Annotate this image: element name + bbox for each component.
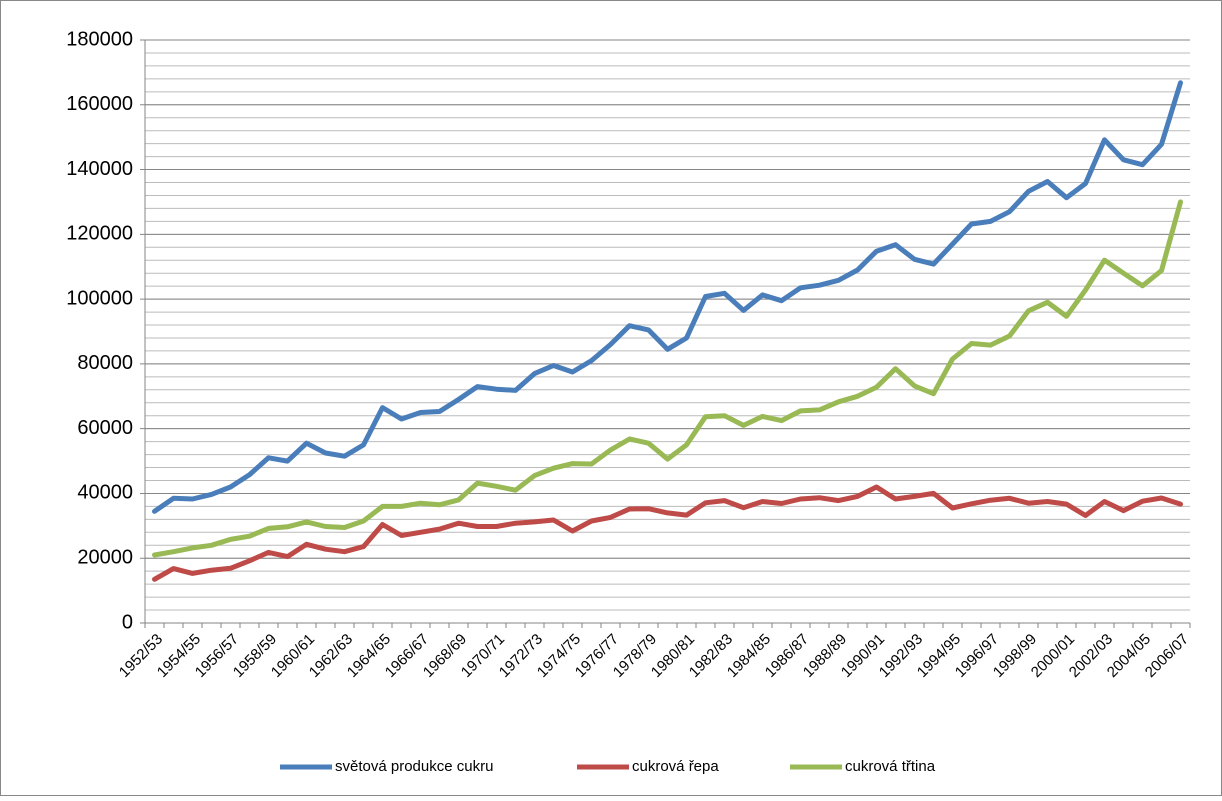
- y-tick-label: 60000: [77, 417, 133, 439]
- legend-label: cukrová třtina: [845, 758, 936, 775]
- y-tick-label: 120000: [66, 223, 133, 245]
- series-line: [152, 80, 1183, 514]
- y-tick-label: 100000: [66, 287, 133, 309]
- legend-label: cukrová řepa: [632, 758, 719, 775]
- y-tick-label: 20000: [77, 547, 133, 569]
- y-tick-label: 180000: [66, 28, 133, 50]
- y-tick-label: 40000: [77, 482, 133, 504]
- series-line: [152, 199, 1183, 558]
- y-tick-label: 140000: [66, 158, 133, 180]
- y-tick-label: 0: [122, 611, 133, 633]
- legend-label: světová produkce cukru: [335, 758, 493, 775]
- y-tick-label: 80000: [77, 352, 133, 374]
- series-line: [152, 484, 1183, 582]
- y-tick-label: 160000: [66, 93, 133, 115]
